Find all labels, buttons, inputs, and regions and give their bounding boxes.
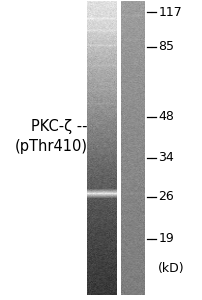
Text: 48: 48 [158,110,173,124]
Text: (kD): (kD) [158,262,184,275]
Text: 117: 117 [158,5,181,19]
Text: (pThr410): (pThr410) [14,140,87,154]
Text: 19: 19 [158,232,173,245]
Text: 34: 34 [158,151,173,164]
Text: PKC-ζ --: PKC-ζ -- [31,118,87,134]
Text: 85: 85 [158,40,174,53]
Text: 26: 26 [158,190,173,203]
